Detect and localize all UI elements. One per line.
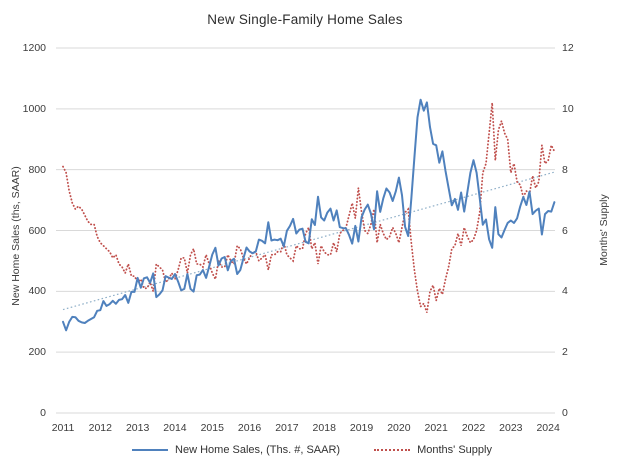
legend-label-supply: Months' Supply (417, 444, 492, 456)
x-axis-tick: 2011 (51, 422, 75, 434)
sales-line (62, 98, 556, 332)
legend-item-supply: Months' Supply (374, 444, 492, 456)
x-axis-tick: 2022 (461, 422, 486, 434)
x-axis-tick: 2016 (237, 422, 262, 434)
x-axis-tick: 2019 (349, 422, 374, 434)
y-axis-tick-right: 4 (562, 285, 568, 298)
legend-item-sales: New Home Sales, (Ths. #, SAAR) (132, 444, 340, 456)
y-axis-tick-left: 0 (40, 407, 46, 419)
x-axis-tick: 2020 (387, 422, 411, 434)
legend: New Home Sales, (Ths. #, SAAR) Months' S… (0, 444, 624, 456)
x-axis-tick: 2018 (312, 422, 336, 434)
x-axis-tick: 2013 (125, 422, 150, 434)
y-axis-tick-left: 1000 (22, 102, 46, 115)
trend-line (62, 171, 555, 311)
x-axis-tick: 2023 (499, 422, 523, 434)
x-axis-tick: 2024 (536, 422, 560, 434)
x-axis-tick: 2015 (200, 422, 224, 434)
x-axis-tick: 2017 (275, 422, 299, 434)
y-axis-tick-left: 1200 (22, 42, 46, 54)
y-axis-tick-left: 600 (28, 224, 46, 237)
y-axis-tick-right: 8 (562, 163, 568, 176)
dotted-line-swatch (374, 449, 411, 451)
x-axis-tick: 2021 (424, 422, 448, 434)
chart-title: New Single-Family Home Sales (207, 12, 403, 27)
y-axis-tick-right: 0 (562, 407, 568, 419)
y-axis-tick-left: 200 (28, 346, 46, 359)
plot-area (56, 47, 556, 414)
solid-line-swatch (132, 449, 169, 451)
x-axis-tick: 2014 (163, 422, 187, 434)
x-axis-tick: 2012 (88, 422, 112, 434)
legend-label-sales: New Home Sales, (Ths. #, SAAR) (175, 444, 341, 456)
y-axis-tick-right: 12 (562, 42, 574, 54)
y-axis-tick-left: 400 (28, 285, 46, 298)
y-axis-tick-right: 6 (562, 224, 568, 237)
y-axis-tick-right: 10 (562, 102, 574, 115)
y-axis-tick-left: 800 (28, 163, 46, 176)
y-axis-tick-right: 2 (562, 346, 568, 359)
supply-line (62, 102, 556, 313)
